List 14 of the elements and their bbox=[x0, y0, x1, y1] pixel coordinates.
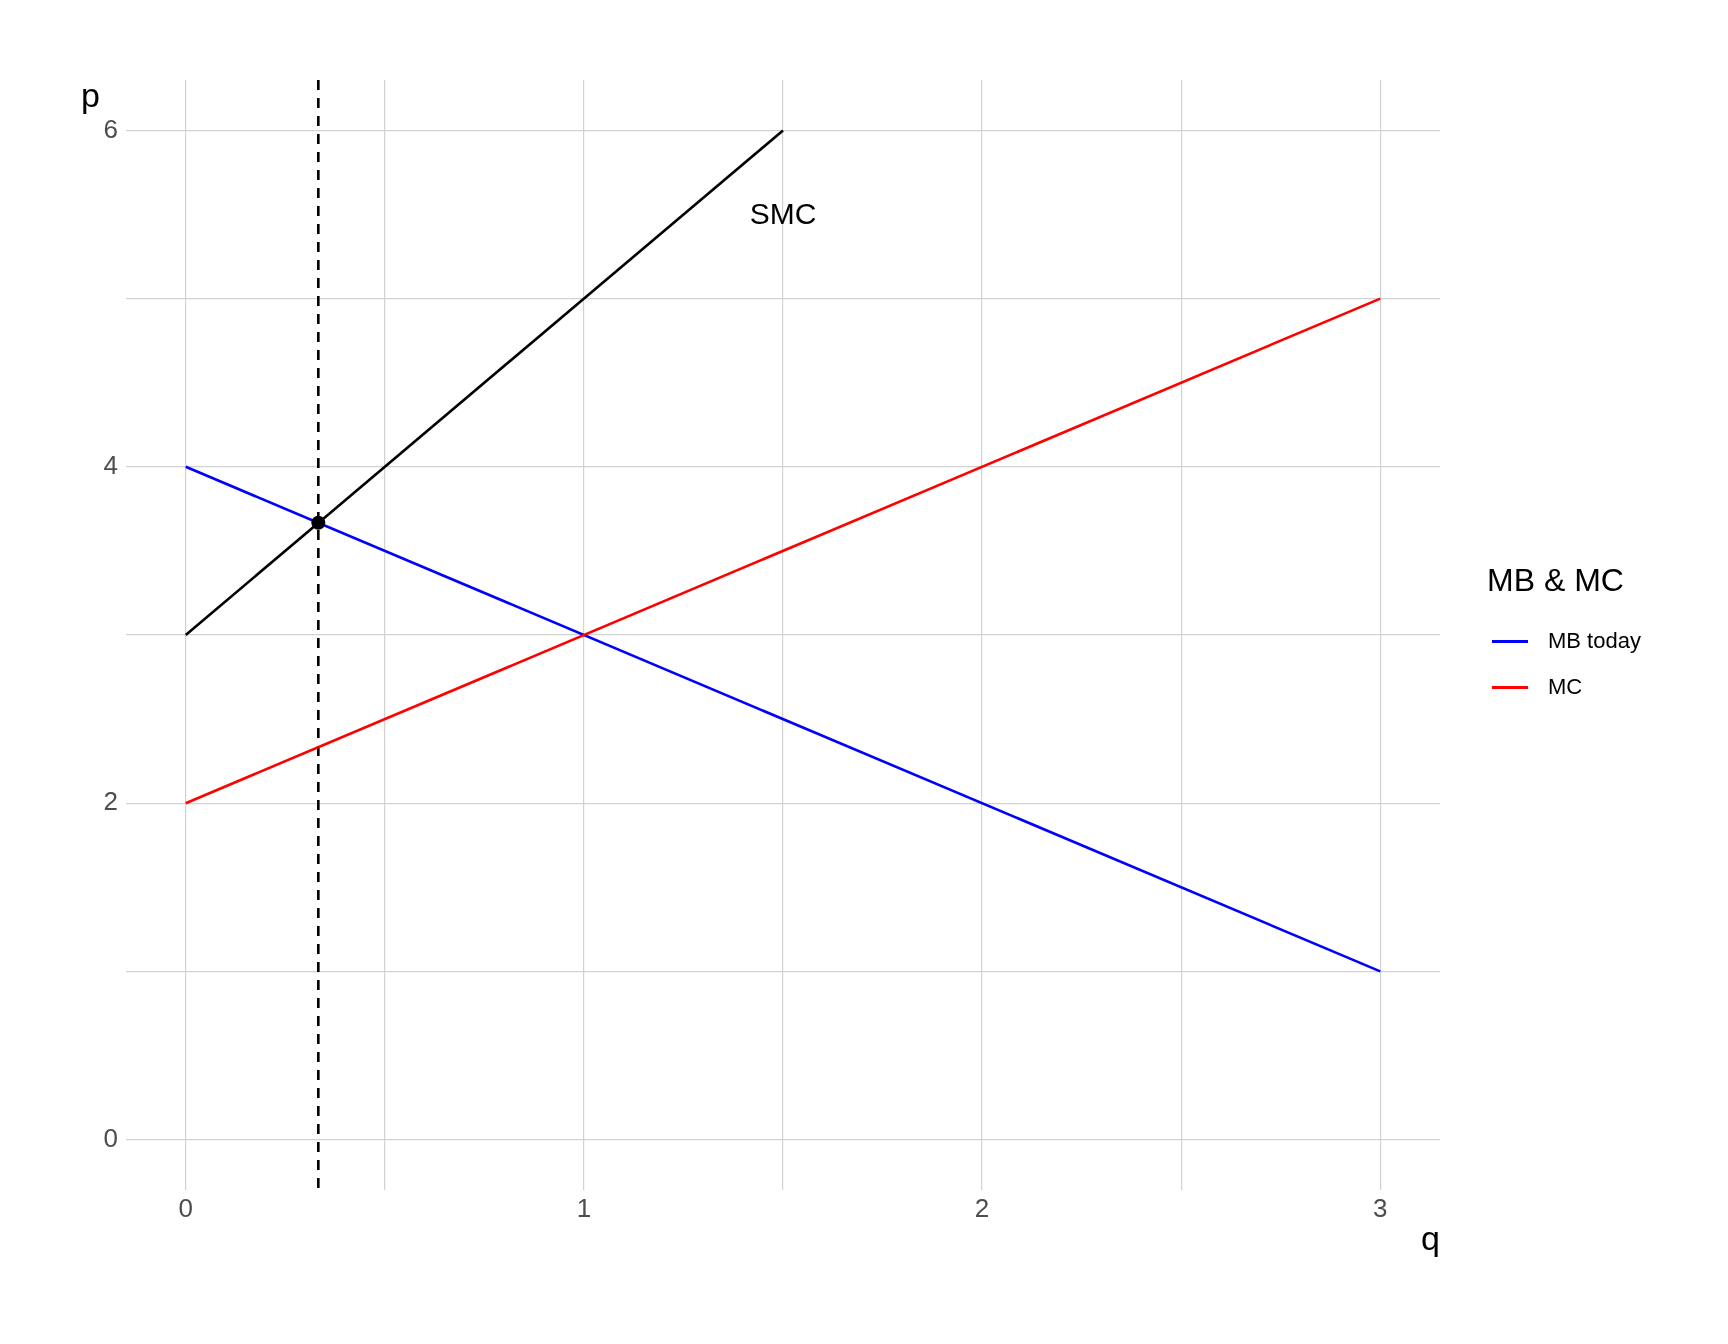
x-tick-label: 0 bbox=[178, 1192, 193, 1223]
legend-title: MB & MC bbox=[1487, 561, 1625, 600]
legend-label: MC bbox=[1548, 674, 1583, 700]
y-axis-title: p bbox=[81, 76, 100, 114]
y-tick-label: 4 bbox=[103, 449, 118, 480]
y-tick-label: 2 bbox=[103, 786, 118, 817]
x-tick-label: 1 bbox=[576, 1192, 592, 1223]
x-axis-title: q bbox=[1421, 1219, 1440, 1257]
x-tick-label: 3 bbox=[1373, 1192, 1388, 1223]
x-tick-label: 2 bbox=[974, 1192, 990, 1223]
y-tick-label: 6 bbox=[103, 113, 118, 144]
y-tick-label: 0 bbox=[103, 1122, 118, 1153]
annotation: SMC bbox=[749, 196, 817, 230]
legend-label: MB today bbox=[1548, 628, 1641, 654]
